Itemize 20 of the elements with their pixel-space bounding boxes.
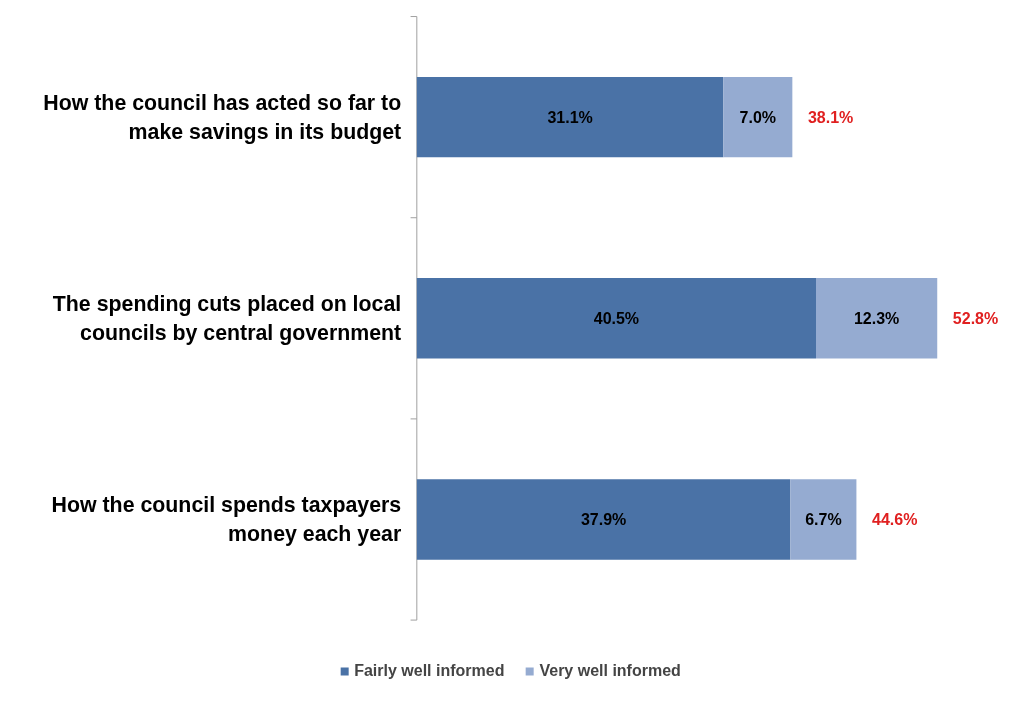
- bar: [723, 76, 793, 158]
- data-label: 7.0%: [739, 108, 777, 126]
- data-label: 40.5%: [593, 309, 640, 327]
- bar: [416, 278, 816, 359]
- data-label: 6.7%: [805, 510, 842, 528]
- y-tick-label: The spending cuts placed on local councils by central government: [52, 291, 402, 345]
- bar: [416, 76, 724, 158]
- y-tick-label: How the council spends taxpayers money each year: [51, 493, 402, 546]
- bar: [816, 278, 938, 359]
- data-label: 31.1%: [547, 108, 593, 126]
- bar: [790, 479, 857, 560]
- bar: [416, 479, 791, 560]
- total-label: 44.6%: [872, 510, 918, 528]
- legend-label: Very well informed: [539, 662, 681, 680]
- total-label: 52.8%: [952, 309, 999, 327]
- data-label: 12.3%: [853, 309, 900, 327]
- data-label: 37.9%: [580, 510, 627, 528]
- y-tick-label: How the council has acted so far to make savings in its budget: [43, 90, 402, 144]
- legend-label: Fairly well informed: [354, 662, 505, 680]
- total-label: 38.1%: [807, 108, 854, 126]
